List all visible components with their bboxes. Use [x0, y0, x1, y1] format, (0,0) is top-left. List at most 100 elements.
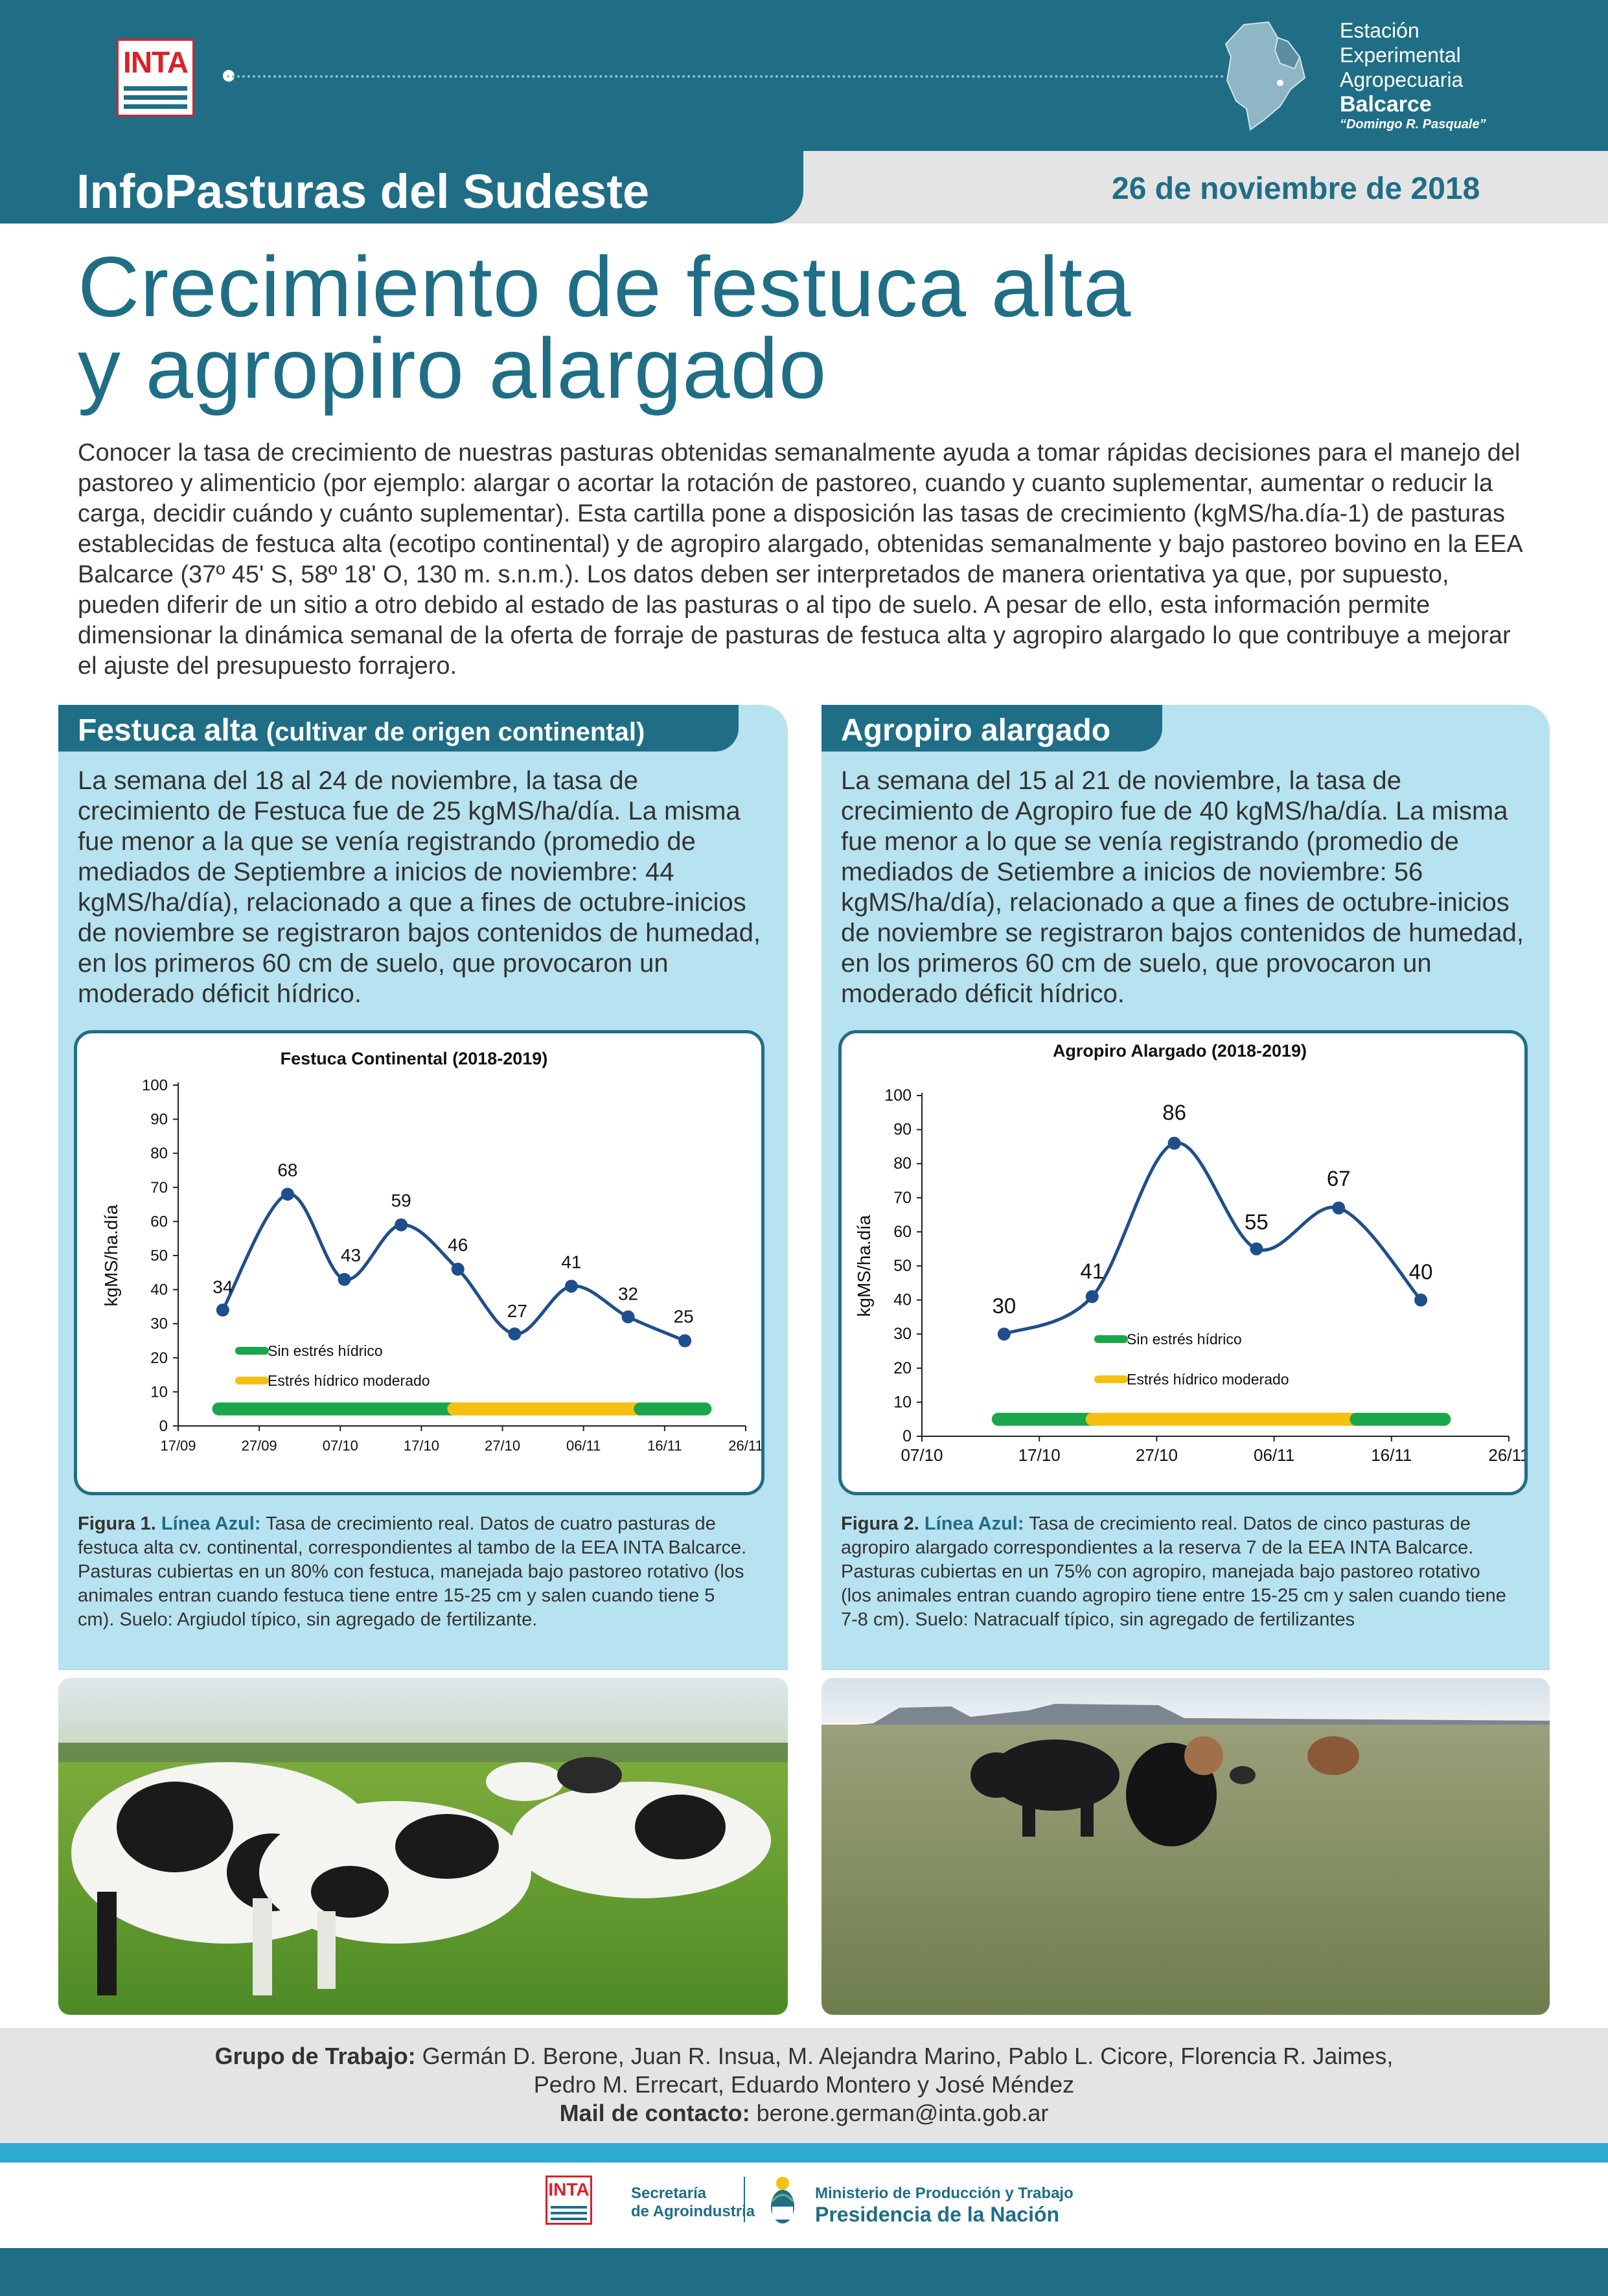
cows-grazing-image	[58, 1678, 788, 2015]
data-point	[564, 1280, 578, 1293]
caption-text: Tasa de crecimiento real. Datos de cinco…	[841, 1513, 1506, 1630]
x-tick-label: 17/09	[160, 1438, 196, 1454]
chart-title: Agropiro Alargado (2018-2019)	[1053, 1041, 1307, 1061]
legend-label: Estrés hídrico moderado	[1127, 1371, 1289, 1388]
y-tick-label: 20	[893, 1359, 912, 1377]
legend-label: Sin estrés hídrico	[268, 1342, 383, 1359]
x-tick-label: 17/10	[404, 1438, 439, 1454]
data-point	[678, 1334, 692, 1348]
group-names-1: Germán D. Berone, Juan R. Insua, M. Alej…	[415, 2043, 1394, 2069]
y-tick-label: 10	[893, 1393, 912, 1411]
y-axis-label: kgMS/ha.día	[854, 1215, 874, 1317]
x-tick-label: 27/10	[1136, 1445, 1178, 1465]
y-tick-label: 60	[150, 1213, 168, 1230]
eea-line-5: “Domingo R. Pasquale”	[1340, 117, 1486, 132]
x-tick-label: 06/11	[1254, 1445, 1294, 1465]
publication-title-tab: InfoPasturas del Sudeste	[0, 151, 803, 224]
y-tick-label: 0	[159, 1418, 168, 1435]
data-point	[451, 1263, 465, 1276]
agropiro-caption: Figura 2. Línea Azul: Tasa de crecimient…	[841, 1512, 1515, 1632]
bottom-bar	[0, 2248, 1608, 2296]
y-tick-label: 90	[150, 1111, 168, 1129]
data-point	[1250, 1242, 1263, 1256]
credits-line-1: Grupo de Trabajo: Germán D. Berone, Juan…	[0, 2042, 1608, 2071]
y-tick-label: 90	[893, 1121, 912, 1139]
inta-logo-footer-text: INTA	[548, 2179, 590, 2199]
secretaria-line-1: Secretaría	[631, 2185, 707, 2202]
ministerio-name: Ministerio de Producción y Trabajo	[815, 2185, 1074, 2202]
y-tick-label: 50	[893, 1257, 912, 1275]
festuca-chart-box: Festuca Continental (2018-2019) kgMS/ha.d…	[74, 1030, 764, 1495]
data-label: 43	[341, 1245, 361, 1265]
festuca-panel: Festuca alta (cultivar de origen contine…	[58, 705, 788, 1670]
growth-rate-line	[1003, 1141, 1422, 1336]
data-label: 34	[212, 1277, 233, 1297]
agropiro-text: La semana del 15 al 21 de noviembre, la …	[841, 766, 1524, 1008]
eea-line-4: Balcarce	[1340, 92, 1432, 117]
chart-title: Festuca Continental (2018-2019)	[281, 1049, 548, 1068]
data-label: 30	[992, 1294, 1016, 1318]
eea-line-2: Experimental	[1340, 43, 1461, 67]
caption-figure-label: Figura 2.	[841, 1513, 919, 1534]
agropiro-panel: Agropiro alargado La semana del 15 al 21…	[821, 705, 1550, 1670]
y-tick-label: 30	[150, 1315, 168, 1333]
data-point	[997, 1327, 1011, 1341]
ministerio-block: Ministerio de Producción y Trabajo Presi…	[815, 2183, 1074, 2225]
beef-cattle-photo	[821, 1678, 1550, 2015]
festuca-tab: Festuca alta (cultivar de origen contine…	[58, 705, 739, 752]
headline-line-1: Crecimiento de festuca alta	[78, 239, 1132, 334]
y-tick-label: 50	[150, 1247, 168, 1265]
secretaria-agroindustria: Secretaría de Agroindustria	[631, 2185, 755, 2221]
caption-blue-label: Línea Azul:	[161, 1513, 261, 1534]
y-tick-label: 40	[893, 1291, 912, 1309]
y-tick-label: 60	[893, 1223, 912, 1241]
data-label: 40	[1409, 1260, 1433, 1284]
data-label: 86	[1162, 1101, 1186, 1125]
y-tick-label: 40	[150, 1281, 168, 1299]
data-label: 46	[448, 1235, 468, 1255]
buenos-aires-map-icon	[1224, 21, 1306, 131]
x-tick-label: 06/11	[566, 1438, 601, 1454]
y-tick-label: 80	[150, 1145, 168, 1162]
data-label: 55	[1245, 1210, 1269, 1234]
festuca-tab-subtitle: (cultivar de origen continental)	[266, 718, 645, 746]
publication-title: InfoPasturas del Sudeste	[76, 165, 650, 218]
x-tick-label: 07/10	[901, 1445, 943, 1465]
secretaria-line-2: de Agroindustria	[631, 2203, 755, 2220]
y-tick-label: 0	[902, 1427, 912, 1445]
eea-line-3: Agropecuaria	[1340, 68, 1464, 91]
festuca-tab-title: Festuca alta	[78, 713, 258, 748]
publication-date: 26 de noviembre de 2018	[1112, 172, 1480, 206]
agropiro-chart-box: Agropiro Alargado (2018-2019) kgMS/ha.día…	[838, 1030, 1528, 1495]
headline-line-2: y agropiro alargado	[78, 321, 827, 416]
x-tick-label: 27/09	[242, 1438, 277, 1454]
logo-stripe	[551, 2206, 587, 2209]
data-label: 59	[391, 1191, 411, 1211]
footer-band	[0, 2028, 1608, 2143]
caption-figure-label: Figura 1.	[78, 1513, 156, 1534]
y-tick-label: 10	[150, 1383, 168, 1401]
data-point	[1085, 1290, 1099, 1303]
group-label: Grupo de Trabajo:	[214, 2043, 416, 2069]
inta-logo-text: INTA	[123, 45, 189, 79]
dotted-line	[227, 75, 1224, 78]
logo-stripe	[124, 86, 187, 91]
logo-stripe	[124, 104, 187, 109]
data-label: 27	[507, 1301, 527, 1321]
group-names-2: Pedro M. Errecart, Eduardo Montero y Jos…	[533, 2071, 1075, 2098]
y-axis-label: kgMS/ha.día	[101, 1204, 121, 1307]
contact-email[interactable]: berone.german@inta.gob.ar	[750, 2100, 1049, 2126]
footer-divider	[744, 2177, 745, 2222]
contact-line: Mail de contacto: berone.german@inta.gob…	[0, 2099, 1608, 2128]
caption-blue-label: Línea Azul:	[924, 1513, 1024, 1534]
y-tick-label: 100	[884, 1086, 912, 1105]
presidencia-name: Presidencia de la Nación	[815, 2203, 1060, 2226]
data-point	[281, 1188, 294, 1201]
legend-label: Estrés hídrico moderado	[268, 1372, 430, 1389]
inta-logo-footer: INTA	[546, 2175, 592, 2225]
y-tick-label: 70	[893, 1189, 912, 1207]
intro-paragraph: Conocer la tasa de crecimiento de nuestr…	[78, 439, 1522, 680]
agropiro-chart: Agropiro Alargado (2018-2019) kgMS/ha.día…	[854, 1041, 1524, 1465]
data-label: 67	[1327, 1167, 1351, 1191]
headline: Crecimiento de festuca alta y agropiro a…	[78, 239, 1132, 416]
